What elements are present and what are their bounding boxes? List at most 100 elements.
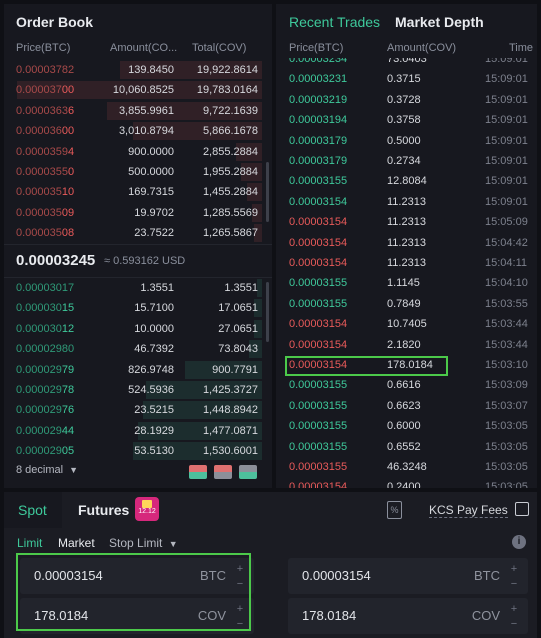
tab-recent-trades[interactable]: Recent Trades (289, 14, 381, 30)
layout-bids-icon[interactable] (214, 465, 232, 479)
calculator-icon[interactable]: % (387, 501, 402, 519)
trades-header-amount: Amount(COV) (387, 42, 457, 54)
ask-row[interactable]: 0.00003508 23.7522 1,265.5867 (4, 223, 262, 243)
layout-asks-icon[interactable] (239, 465, 257, 479)
futures-badge-text: 12.12 (138, 508, 156, 515)
bid-row[interactable]: 0.00002976 23.5215 1,448.8942 (4, 400, 262, 420)
trade-row: 0.00003179 0.2734 15:09:01 (276, 151, 537, 171)
amount-cell: 169.7315 (128, 186, 174, 199)
buy-amount-decrement-button[interactable]: − (236, 618, 244, 630)
order-type-limit[interactable]: Limit (17, 536, 43, 550)
trade-time: 15:03:55 (485, 297, 528, 310)
price-prefix: 0.000035 (16, 186, 62, 199)
highlighted-trade-outline (285, 356, 448, 376)
order-type-market[interactable]: Market (58, 536, 95, 550)
trade-amount: 0.3715 (387, 73, 421, 86)
depth-bar (249, 340, 262, 359)
trade-row: 0.00003219 0.3728 15:09:01 (276, 90, 537, 110)
tab-futures[interactable]: Futures (78, 502, 130, 518)
trade-amount: 1.1145 (387, 277, 420, 290)
sell-amount-input[interactable]: 178.0184 COV + − (288, 598, 528, 634)
bid-row[interactable]: 0.00002905 53.5130 1,530.6001 (4, 441, 262, 461)
ask-row[interactable]: 0.00003782 139.8450 19,922.8614 (4, 60, 262, 80)
total-cell: 19,922.8614 (196, 64, 258, 76)
trade-amount: 0.6552 (387, 440, 421, 453)
price-suffix: 00 (61, 125, 75, 138)
sell-amount-increment-button[interactable]: + (510, 603, 518, 615)
trade-time: 15:09:01 (485, 195, 528, 208)
buy-price-unit: BTC (200, 568, 226, 583)
price-suffix: 4 (68, 145, 75, 158)
ask-row[interactable]: 0.00003594 900.0000 2,855.2884 (4, 142, 262, 162)
trade-price: 0.00003155 (289, 461, 348, 473)
bid-row[interactable]: 0.00002978 524.5936 1,425.3727 (4, 380, 262, 400)
price-cell: 0.00002979 (16, 360, 74, 380)
trade-price: 0.00003154 (289, 359, 348, 371)
amount-cell: 524.5936 (128, 384, 174, 396)
buy-amount-increment-button[interactable]: + (236, 603, 244, 615)
order-type-stop-limit[interactable]: Stop Limit ▼ (109, 536, 178, 550)
trade-price: 0.00003179 (289, 134, 348, 147)
trade-amount: 178.0184 (387, 359, 433, 371)
layout-both-icon[interactable] (189, 465, 207, 479)
ask-row[interactable]: 0.00003700 10,060.8525 19,783.0164 (4, 80, 262, 100)
bid-row[interactable]: 0.00002979 826.9748 900.7791 (4, 360, 262, 380)
ask-row[interactable]: 0.00003510 169.7315 1,455.2884 (4, 182, 262, 202)
tab-market-depth[interactable]: Market Depth (395, 14, 484, 30)
trade-row: 0.00003154 11.2313 15:09:01 (276, 192, 537, 212)
price-prefix: 0.000037 (16, 84, 62, 97)
trade-time: 15:05:09 (485, 216, 528, 229)
info-icon[interactable]: i (512, 535, 526, 549)
price-prefix: 0.000030 (16, 322, 62, 335)
buy-price-input[interactable]: 0.00003154 BTC + − (20, 558, 254, 594)
sell-price-input[interactable]: 0.00003154 BTC + − (288, 558, 528, 594)
price-suffix: 08 (61, 227, 75, 240)
tab-spot[interactable]: Spot (18, 502, 47, 518)
trade-amount: 0.3758 (387, 114, 421, 127)
bids-scrollbar[interactable] (266, 282, 269, 342)
ask-row[interactable]: 0.00003600 3,010.8794 5,866.1678 (4, 121, 262, 141)
trade-amount: 11.2313 (387, 195, 426, 208)
buy-price-increment-button[interactable]: + (236, 563, 244, 575)
depth-bar (236, 142, 262, 161)
asks-scrollbar[interactable] (266, 162, 269, 222)
buy-amount-unit: COV (197, 608, 226, 623)
price-cell: 0.00002905 (16, 441, 74, 461)
price-suffix: 44 (61, 424, 75, 437)
depth-bar (143, 401, 262, 420)
buy-amount-input[interactable]: 178.0184 COV + − (20, 598, 254, 634)
sell-price-increment-button[interactable]: + (510, 563, 518, 575)
buy-price-decrement-button[interactable]: − (236, 578, 244, 590)
trade-price: 0.00003154 (289, 216, 348, 229)
trade-time: 15:04:42 (485, 236, 528, 249)
trade-time: 15:04:10 (485, 277, 528, 290)
kcs-pay-fees-checkbox[interactable] (515, 502, 529, 516)
total-cell: 900.7791 (212, 363, 258, 376)
ask-row[interactable]: 0.00003550 500.0000 1,955.2884 (4, 162, 262, 182)
price-cell: 0.00002976 (16, 400, 74, 420)
trade-list: 0.00003234 73.0403 15:09:01 0.00003231 0.371… (276, 58, 537, 488)
bid-row[interactable]: 0.00003017 1.3551 1.3551 (4, 278, 262, 298)
amount-cell: 900.0000 (128, 145, 174, 158)
depth-bar (241, 163, 262, 181)
ask-row[interactable]: 0.00003636 3,855.9961 9,722.1639 (4, 101, 262, 121)
bid-row[interactable]: 0.00002944 28.1929 1,477.0871 (4, 421, 262, 441)
trade-amount: 11.2313 (387, 257, 426, 269)
price-cell: 0.00003509 (16, 203, 74, 223)
sell-price-decrement-button[interactable]: − (510, 578, 518, 590)
trade-time: 15:03:07 (485, 399, 528, 412)
decimal-select[interactable]: 8 decimal ▼ (16, 464, 78, 476)
amount-cell: 15.7100 (134, 302, 174, 315)
trades-header-price: Price(BTC) (289, 42, 344, 54)
bid-row[interactable]: 0.00002980 46.7392 73.8043 (4, 339, 262, 359)
bid-row[interactable]: 0.00003012 10.0000 27.0651 (4, 319, 262, 339)
ask-row[interactable]: 0.00003509 19.9702 1,285.5569 (4, 203, 262, 223)
price-cell: 0.00003782 (16, 60, 74, 80)
price-cell: 0.00002980 (16, 339, 74, 359)
trade-price: 0.00003155 (289, 420, 348, 433)
sell-amount-decrement-button[interactable]: − (510, 618, 518, 630)
mid-price: 0.00003245 (16, 252, 96, 269)
price-suffix: 05 (61, 445, 75, 458)
price-cell: 0.00003594 (16, 142, 74, 162)
bid-row[interactable]: 0.00003015 15.7100 17.0651 (4, 298, 262, 318)
